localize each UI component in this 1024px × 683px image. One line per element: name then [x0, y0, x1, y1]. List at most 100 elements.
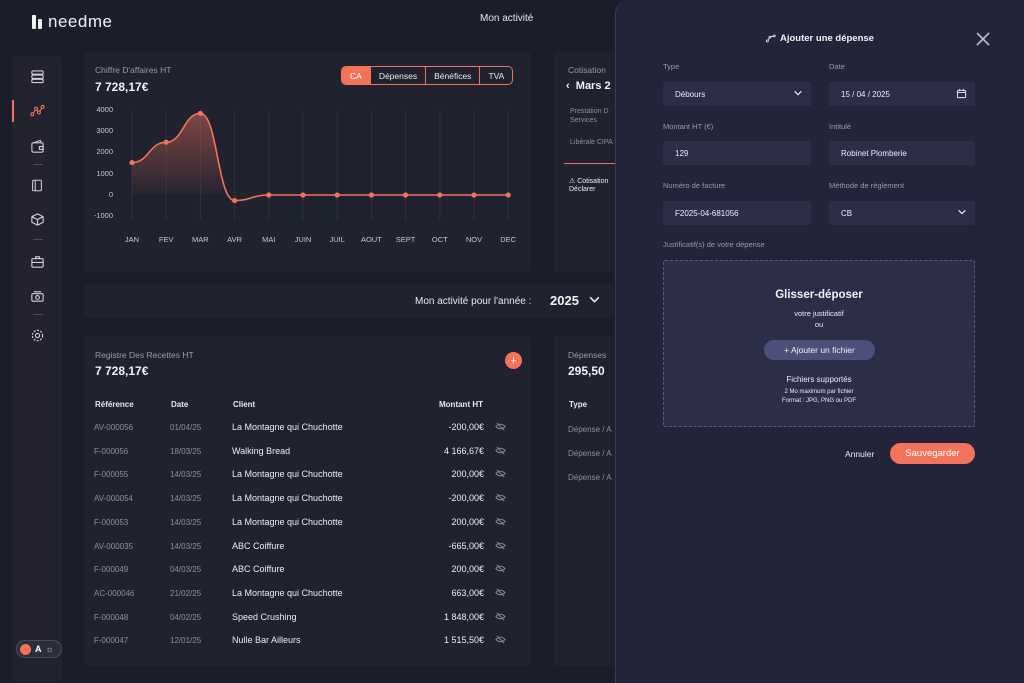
eye-slash-icon[interactable] — [495, 634, 506, 647]
chart-point[interactable] — [163, 139, 169, 145]
year-bar — [84, 284, 614, 318]
tab-tva[interactable]: TVA — [479, 67, 512, 84]
cell-amount: -665,00€ — [448, 540, 484, 551]
x-tick-label: OCT — [431, 235, 448, 244]
cell-client: La Montagne qui Chuchotte — [232, 469, 343, 480]
eye-slash-icon[interactable] — [495, 611, 506, 624]
activity-icon — [765, 33, 776, 42]
x-tick-label: FEV — [158, 235, 174, 244]
calendar-icon[interactable] — [956, 88, 967, 99]
expenses-amount: 295,50 — [568, 364, 605, 378]
col-header-amount[interactable]: Montant HT — [439, 400, 483, 409]
intitule-field[interactable]: Robinet Plomberie — [829, 141, 975, 165]
theme-toggle[interactable]: A ☼ — [16, 640, 62, 658]
col-header-date[interactable]: Date — [171, 400, 189, 409]
eye-slash-icon[interactable] — [495, 468, 506, 481]
col-header-client[interactable]: Client — [233, 400, 256, 409]
x-tick-label: MAR — [192, 235, 209, 244]
register-amount: 7 728,17€ — [95, 364, 149, 378]
table-row[interactable]: F-000047 12/01/25 Nulle Bar Ailleurs 1 515,… — [84, 630, 524, 654]
cancel-button[interactable]: Annuler — [845, 449, 875, 459]
warning-text: Cotisation — [577, 178, 609, 185]
cotisations-line1b: Services — [570, 117, 597, 124]
cell-ref: AV-000056 — [94, 423, 133, 432]
table-row[interactable]: F-000056 18/03/25 Walking Bread 4 166,67€ — [84, 441, 524, 465]
expenses-row[interactable]: Dépense / A — [568, 425, 612, 434]
save-button[interactable]: Sauvegarder — [890, 443, 975, 464]
chart-point[interactable] — [197, 110, 203, 116]
cell-date: 14/03/25 — [170, 470, 202, 480]
date-field[interactable]: 15 / 04 / 2025 — [829, 82, 975, 106]
chart-point[interactable] — [266, 192, 272, 198]
close-icon[interactable] — [974, 30, 992, 48]
table-row[interactable]: F-000053 14/03/25 La Montagne qui Chuchott… — [84, 512, 524, 536]
method-select[interactable]: CB — [829, 201, 975, 225]
table-row[interactable]: AV-000035 14/03/25 ABC Coiffure -665,00€ — [84, 536, 524, 560]
chart-point[interactable] — [300, 192, 306, 198]
type-select[interactable]: Débours — [663, 82, 811, 106]
cell-ref: F-000053 — [94, 517, 129, 527]
register-title: Registre Des Recettes HT — [95, 350, 194, 360]
eye-slash-icon[interactable] — [495, 516, 506, 529]
sidebar-item-dashboard[interactable] — [12, 65, 62, 87]
eye-slash-icon[interactable] — [495, 540, 506, 553]
chart-point[interactable] — [437, 192, 443, 198]
chart-point[interactable] — [129, 159, 135, 166]
eye-slash-icon[interactable] — [495, 421, 506, 434]
x-tick-label: NOV — [465, 235, 483, 244]
book-icon — [32, 179, 42, 191]
chart-point[interactable] — [471, 192, 477, 198]
revenue-title: Chiffre D'affaires HT — [95, 65, 172, 75]
table-row[interactable]: F-000049 04/03/25 ABC Coiffure 200,00€ — [84, 559, 524, 583]
cell-amount: 200,00€ — [451, 516, 484, 527]
type-label: Type — [663, 62, 680, 71]
add-recette-button[interactable]: + — [505, 352, 522, 369]
chart-point[interactable] — [334, 192, 340, 198]
year-value[interactable]: 2025 — [550, 293, 579, 308]
chevron-down-icon[interactable] — [588, 293, 601, 306]
eye-slash-icon[interactable] — [495, 563, 506, 576]
tab-benefices[interactable]: Bénéfices — [425, 67, 479, 84]
eye-slash-icon[interactable] — [495, 492, 506, 505]
tab-depenses[interactable]: Dépenses — [369, 67, 425, 84]
col-header-ref[interactable]: Référence — [95, 400, 134, 409]
invoice-field[interactable]: F2025-04-681056 — [663, 201, 811, 225]
expenses-type-header: Type — [569, 400, 588, 409]
sidebar-item-box[interactable] — [12, 208, 62, 230]
method-label: Méthode de règlement — [829, 181, 905, 190]
nav-title[interactable]: Mon activité — [480, 13, 534, 24]
sidebar-item-money[interactable] — [12, 285, 62, 307]
sidebar-item-activity[interactable] — [12, 100, 62, 122]
logo[interactable]: needme — [32, 12, 112, 32]
table-row[interactable]: AV-000056 01/04/25 La Montagne qui Chuchot… — [84, 417, 524, 441]
chart-point[interactable] — [403, 192, 409, 198]
cell-amount: -200,00€ — [448, 493, 484, 504]
table-row[interactable]: AC-000046 21/02/25 La Montagne qui Chuchot… — [84, 583, 524, 607]
wallet-icon — [30, 139, 44, 153]
supported-format: Format : JPG, PNG ou PDF — [781, 398, 856, 404]
sidebar-item-briefcase[interactable] — [12, 250, 62, 272]
panel-title: Ajouter une dépense — [765, 33, 874, 44]
table-row[interactable]: F-000048 04/02/25 Speed Crushing 1 848,00€ — [84, 607, 524, 631]
chart-point[interactable] — [505, 192, 511, 198]
eye-slash-icon[interactable] — [495, 587, 506, 600]
table-row[interactable]: F-000055 14/03/25 La Montagne qui Chuchott… — [84, 464, 524, 488]
eye-slash-icon[interactable] — [495, 445, 506, 458]
tab-ca[interactable]: CA — [342, 67, 370, 84]
sidebar-item-book[interactable] — [12, 174, 62, 196]
expenses-row[interactable]: Dépense / A — [568, 473, 612, 482]
activity-icon — [30, 104, 45, 116]
sidebar-item-wallet[interactable] — [12, 135, 62, 157]
expenses-row[interactable]: Dépense / A — [568, 449, 612, 458]
cell-ref: F-000049 — [94, 565, 129, 575]
table-row[interactable]: AV-000054 14/03/25 La Montagne qui Chuchot… — [84, 488, 524, 512]
chart-point[interactable] — [368, 192, 374, 198]
cotisations-month[interactable]: ‹ Mars 2 — [566, 80, 611, 92]
chart-point[interactable] — [232, 197, 238, 204]
cotisations-declare[interactable]: Déclarer — [569, 186, 596, 193]
money-icon — [30, 290, 44, 302]
amount-field[interactable]: 129 — [663, 141, 811, 165]
sidebar-item-settings[interactable] — [12, 324, 62, 346]
add-file-button[interactable]: + Ajouter un fichier — [764, 340, 875, 360]
y-tick-label: 1000 — [96, 168, 113, 178]
